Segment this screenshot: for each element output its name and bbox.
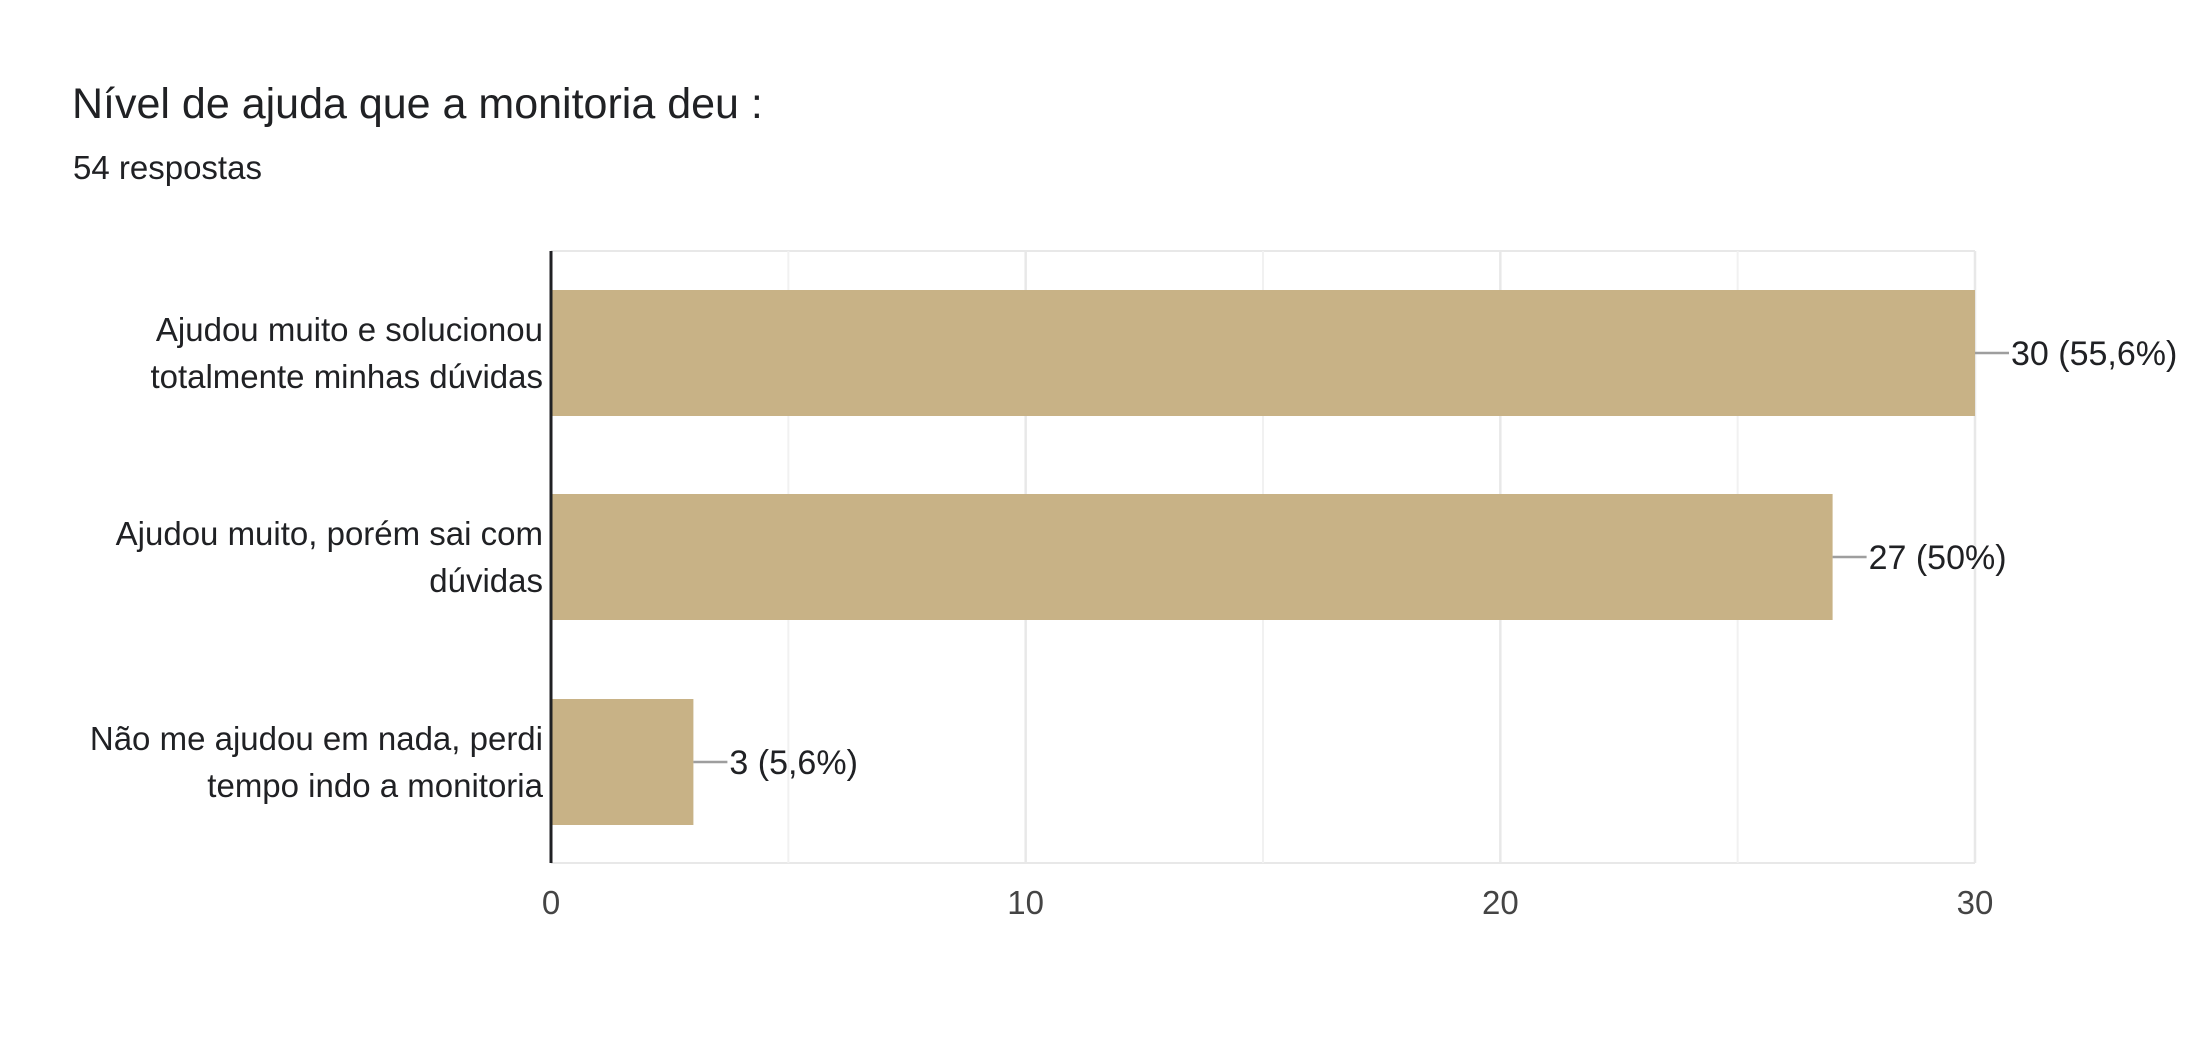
bar	[551, 699, 694, 825]
category-label: Ajudou muito, porém sai com dúvidas	[116, 515, 543, 599]
x-tick-label: 0	[542, 884, 560, 921]
data-label: 3 (5,6%)	[729, 744, 858, 782]
bar	[551, 494, 1833, 620]
bar	[551, 290, 1975, 416]
x-tick-label: 10	[1007, 884, 1044, 921]
x-tick-label: 30	[1957, 884, 1994, 921]
response-count: 54 respostas	[73, 149, 262, 186]
data-label: 27 (50%)	[1869, 539, 2007, 577]
bars	[551, 290, 2009, 825]
x-tick-label: 20	[1482, 884, 1519, 921]
labels: 30 (55,6%) 27 (50%) 3 (5,6%) Ajudou muito e…	[90, 311, 2177, 921]
chart-title: Nível de ajuda que a monitoria deu :	[72, 80, 763, 128]
category-label: Não me ajudou em nada, perdi tempo indo a…	[90, 720, 544, 804]
category-label: Ajudou muito e solucionou totalmente minh…	[150, 311, 543, 395]
data-label: 30 (55,6%)	[2011, 335, 2177, 373]
